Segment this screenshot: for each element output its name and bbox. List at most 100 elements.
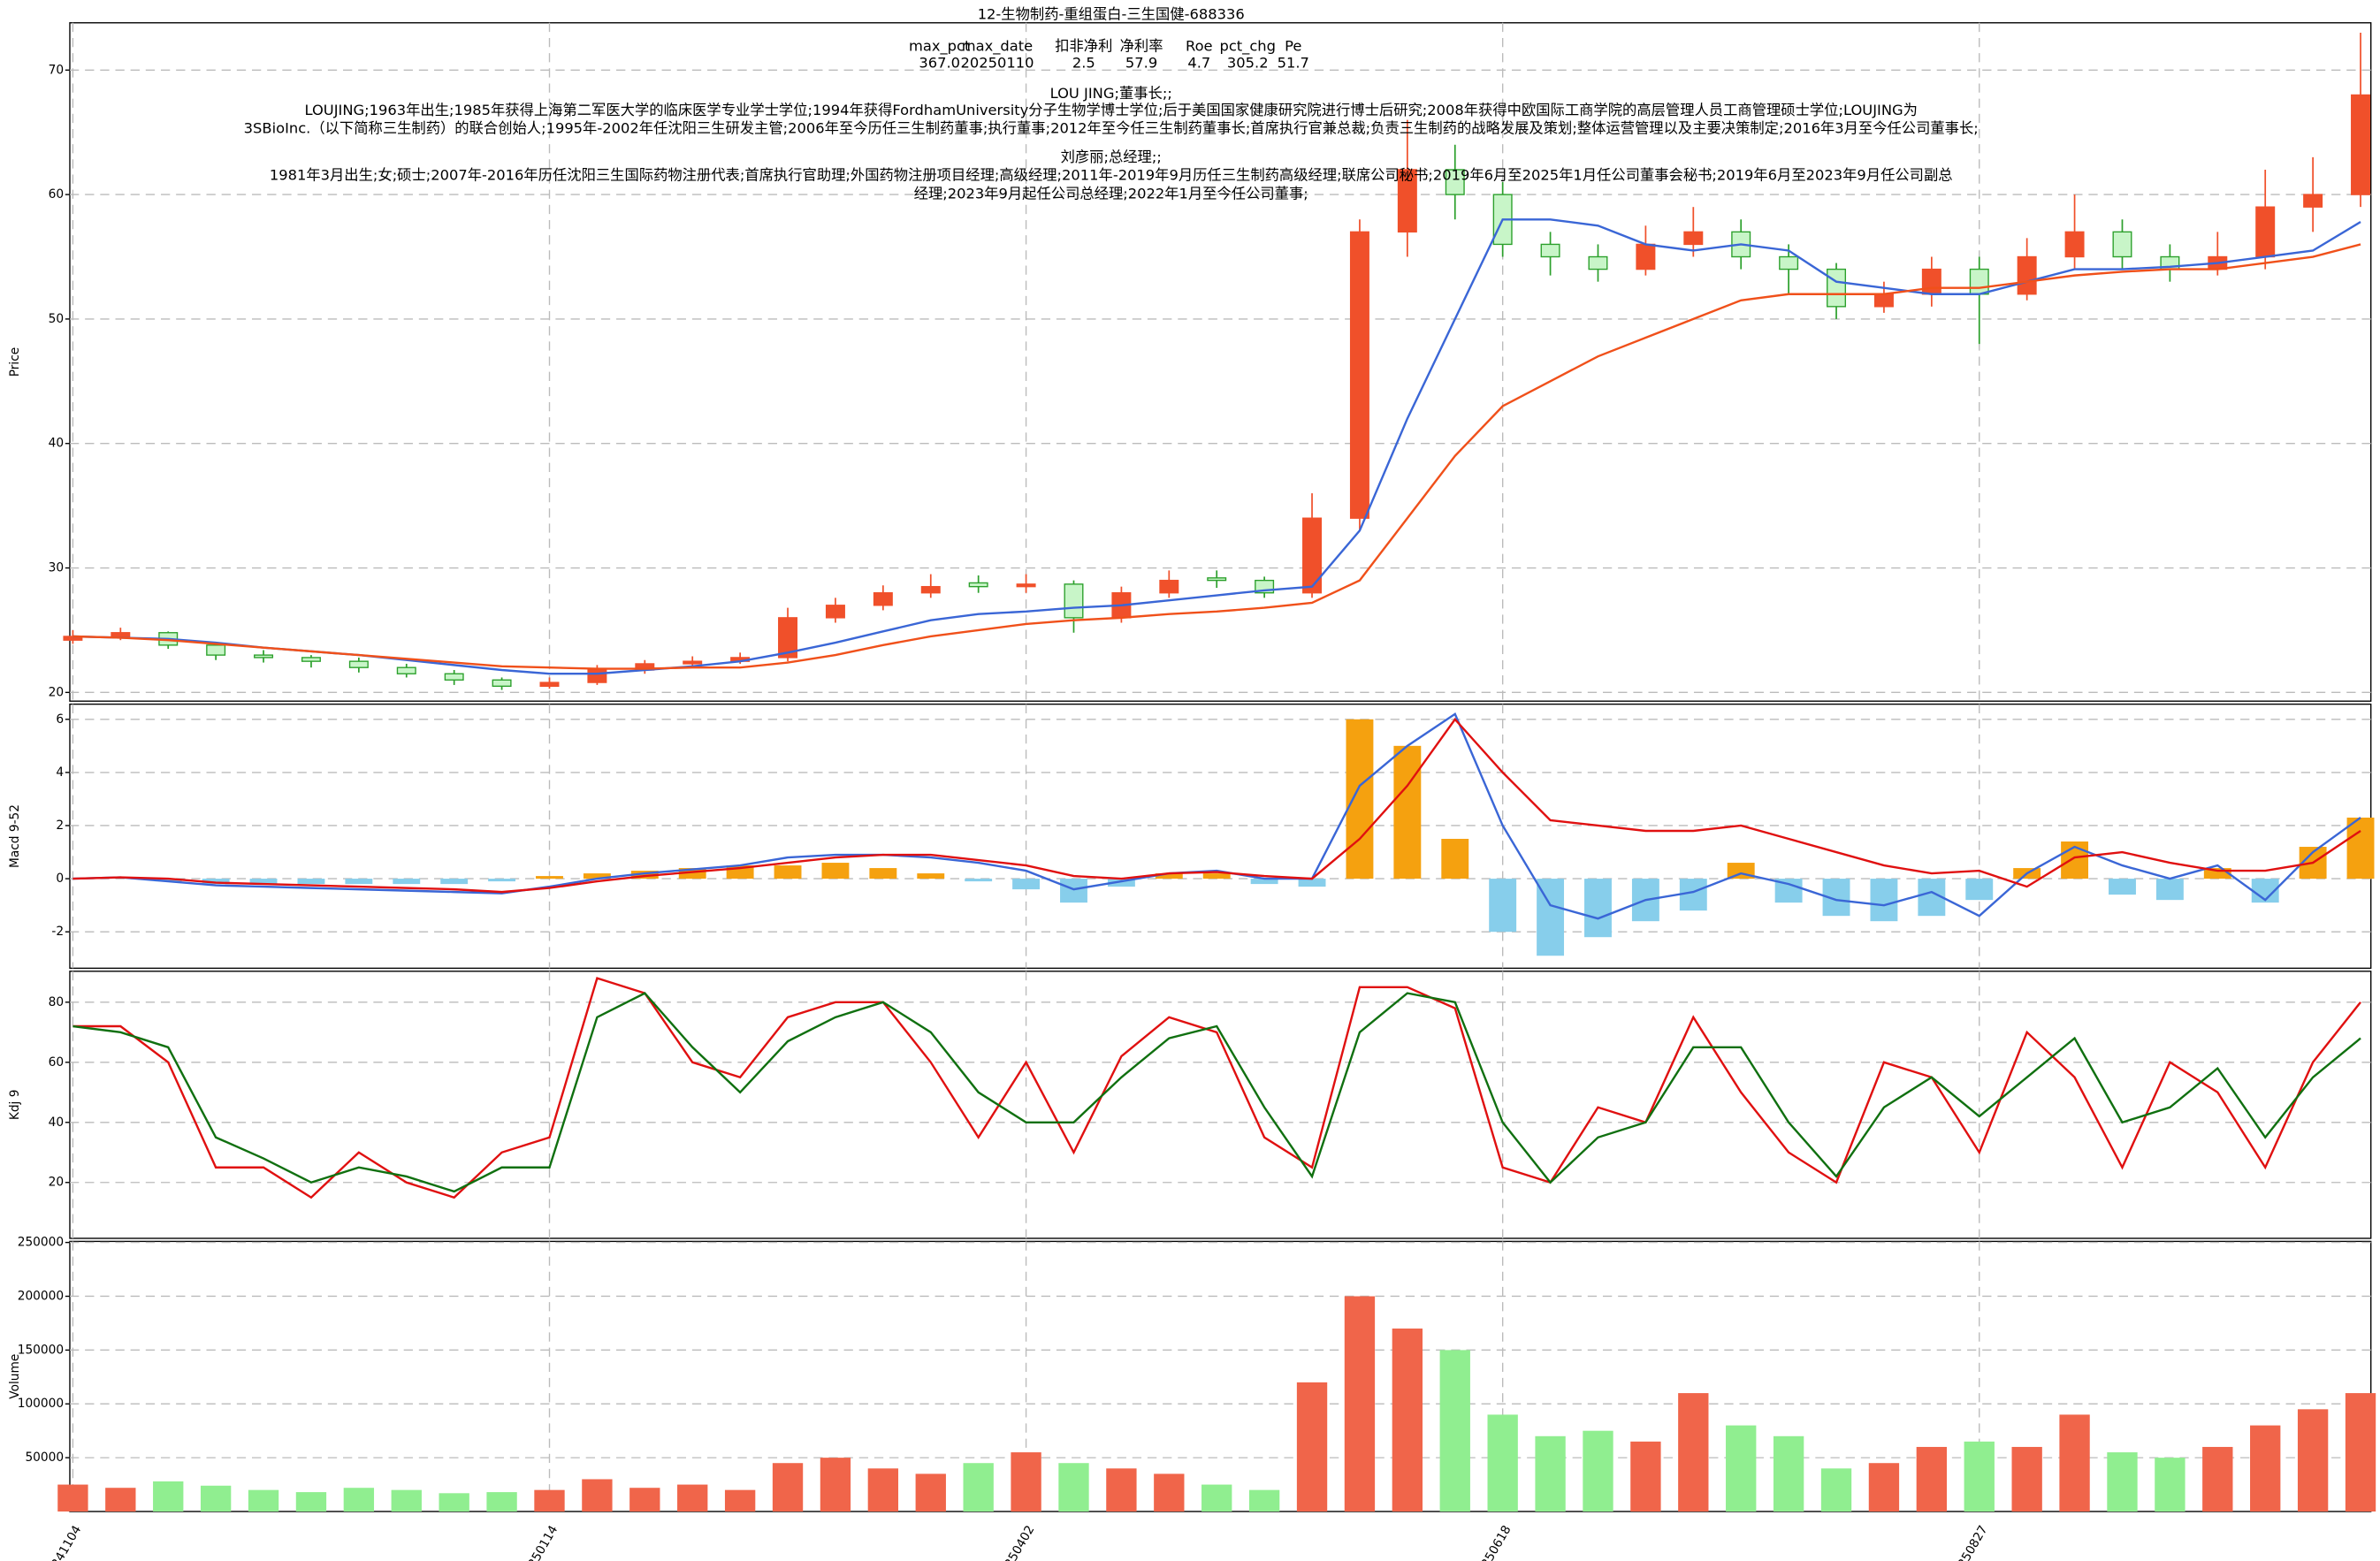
candle-body <box>873 592 893 606</box>
line-series <box>72 977 2361 1199</box>
line-series <box>72 717 2361 894</box>
volume-bar <box>1678 1393 1709 1512</box>
y-tick-label: 40 <box>49 1116 64 1130</box>
histogram-bar <box>1346 719 1374 879</box>
volume-bar <box>963 1463 994 1512</box>
note: 刘彦丽;总经理;; <box>1061 148 1162 165</box>
note: 3SBioInc.（以下简称三生制药）的联合创始人;1995年-2002年任沈阳… <box>244 119 1979 136</box>
histogram-bar <box>2109 879 2136 895</box>
candle-body <box>1969 268 1989 295</box>
volume-bar <box>343 1488 375 1512</box>
histogram-bar <box>583 873 611 879</box>
volume-bar <box>439 1493 469 1512</box>
volume-bar <box>1011 1452 1041 1512</box>
histogram-bar <box>1679 879 1707 911</box>
x-tick-label: 241104 <box>49 1523 84 1561</box>
volume-bar <box>1248 1489 1280 1512</box>
candle-body <box>111 632 131 637</box>
candle-body <box>1349 231 1369 519</box>
volume-bar <box>2059 1414 2090 1512</box>
candle-body <box>1016 583 1036 588</box>
histogram-bar <box>1060 879 1087 903</box>
stats-value: 2.5 <box>1072 55 1095 72</box>
y-axis-label: Volume <box>8 1354 22 1399</box>
volume-bar <box>1154 1473 1185 1512</box>
volume-bar <box>677 1484 708 1512</box>
histogram-bar <box>1155 873 1183 879</box>
stats-value: 367.0 <box>919 55 960 72</box>
candle-body <box>1779 255 1799 270</box>
volume-bar <box>153 1481 184 1512</box>
stats-column: max_pct <box>909 38 970 56</box>
histogram-bar <box>249 879 278 885</box>
candle-body <box>301 657 321 662</box>
volume-bar <box>1201 1484 1232 1512</box>
volume-bar <box>820 1458 851 1512</box>
stats-column: Pe <box>1285 38 1301 55</box>
histogram-bar <box>1870 879 1898 922</box>
stats-value: 4.7 <box>1187 55 1210 72</box>
histogram-bar <box>1393 745 1422 879</box>
histogram-bar <box>1107 879 1135 887</box>
histogram-bar <box>536 876 563 879</box>
volume-bar <box>1868 1463 1900 1512</box>
x-tick-label: 250402 <box>1002 1523 1037 1561</box>
histogram-bar <box>917 873 945 879</box>
candle-body <box>1207 577 1227 582</box>
candle-body <box>1397 169 1417 233</box>
volume-bar <box>915 1473 946 1512</box>
y-tick-label: 6 <box>56 712 64 727</box>
histogram-bar <box>154 879 182 882</box>
y-tick-label: 30 <box>49 561 64 575</box>
stats-column: pct_chg <box>1219 38 1275 56</box>
volume-bar <box>582 1479 613 1512</box>
histogram-bar <box>2346 817 2375 879</box>
panel: Kdj 9 20 40 60 80 <box>8 971 2372 1239</box>
histogram-bar <box>774 865 802 879</box>
histogram-bar <box>1298 879 1326 887</box>
histogram-bar <box>1012 879 1041 890</box>
volume-bar <box>1773 1435 1804 1512</box>
volume-bar <box>724 1489 756 1512</box>
volume-bar <box>2297 1409 2329 1512</box>
line-series <box>72 218 2361 675</box>
volume-bar <box>105 1488 136 1512</box>
candle-body <box>825 605 845 619</box>
note: 1981年3月出生;女;硕士;2007年-2016年历任沈阳三生国际药物注册代表… <box>270 167 1953 184</box>
stats-column: max_date <box>962 38 1033 56</box>
candle-body <box>2255 206 2276 258</box>
histogram-bar <box>202 879 230 885</box>
candle-body <box>1588 255 1608 270</box>
volume-bar <box>2011 1446 2042 1512</box>
stats-column: 净利率 <box>1120 38 1163 55</box>
volume-bar <box>2202 1446 2233 1512</box>
panel: Macd 9-52 -2 0 2 4 6 <box>8 703 2375 970</box>
candle-body <box>778 617 798 659</box>
histogram-bar <box>393 879 421 885</box>
volume-bar <box>772 1463 804 1512</box>
histogram-bar <box>1202 873 1231 879</box>
histogram-bar <box>488 879 516 882</box>
candle-body <box>539 682 560 687</box>
y-tick-label: 200000 <box>18 1289 64 1303</box>
plot-frame <box>69 703 2372 970</box>
candle-body <box>2112 231 2132 258</box>
volume-bar <box>248 1489 279 1512</box>
line-series <box>72 243 2361 670</box>
candle-body <box>492 679 512 687</box>
panel: Volume 50000 100000 150000 200000 250000 24110… <box>8 1236 2376 1561</box>
volume-bar <box>1392 1329 1423 1512</box>
volume-bar <box>2345 1393 2376 1512</box>
volume-bar <box>1964 1441 1995 1512</box>
candle-body <box>968 582 988 588</box>
histogram-bar <box>630 871 659 879</box>
y-tick-label: 20 <box>49 685 64 699</box>
volume-bar <box>1344 1296 1376 1512</box>
stats-value: 20250110 <box>960 55 1034 72</box>
volume-bar <box>1630 1441 1661 1512</box>
note: LOUJING;1963年出生;1985年获得上海第二军医大学的临床医学专业学士… <box>304 102 1917 118</box>
histogram-bar <box>1250 879 1278 885</box>
volume-bar <box>57 1484 88 1512</box>
stats-value: 305.2 <box>1227 55 1269 72</box>
